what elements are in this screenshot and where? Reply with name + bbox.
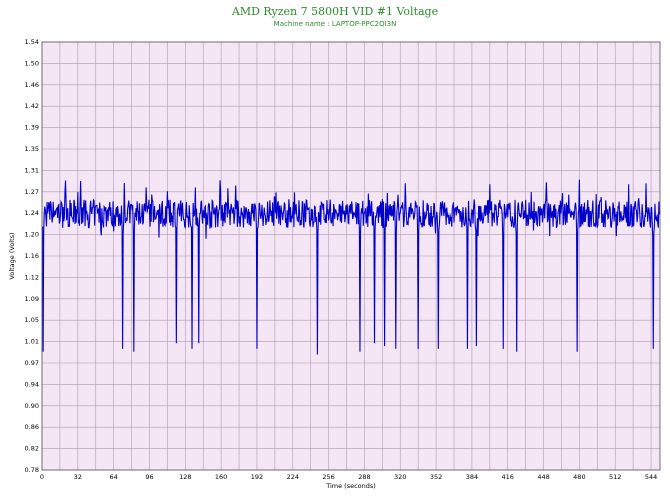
chart-subtitle: Machine name : LAPTOP-PPC2QI3N <box>273 20 397 28</box>
x-tick-label: 448 <box>537 473 549 481</box>
y-tick-label: 1.01 <box>25 338 39 346</box>
x-tick-label: 160 <box>215 473 227 481</box>
y-tick-label: 1.27 <box>25 188 39 196</box>
y-tick-label: 1.16 <box>25 252 39 260</box>
x-tick-label: 288 <box>358 473 370 481</box>
y-tick-label: 1.20 <box>25 231 39 239</box>
y-tick-label: 1.12 <box>25 273 39 281</box>
x-tick-label: 192 <box>251 473 263 481</box>
y-tick-label: 1.05 <box>25 316 39 324</box>
y-tick-label: 1.35 <box>25 145 39 153</box>
plot-border <box>41 41 661 471</box>
y-tick-label: 0.97 <box>25 359 39 367</box>
y-tick-label: 1.09 <box>25 295 39 303</box>
y-tick-label: 0.90 <box>25 402 39 410</box>
x-tick-label: 352 <box>430 473 442 481</box>
x-axis-label: Time (seconds) <box>325 482 376 490</box>
x-tick-label: 544 <box>645 473 657 481</box>
x-tick-label: 480 <box>573 473 585 481</box>
y-tick-label: 1.54 <box>25 38 39 46</box>
x-tick-label: 384 <box>466 473 478 481</box>
y-tick-label: 1.50 <box>25 59 39 67</box>
x-tick-label: 416 <box>502 473 514 481</box>
y-tick-label: 0.94 <box>25 380 39 388</box>
x-tick-label: 64 <box>110 473 118 481</box>
x-tick-label: 96 <box>145 473 153 481</box>
voltage-series-line <box>41 179 661 355</box>
x-tick-label: 0 <box>40 473 44 481</box>
x-tick-label: 224 <box>287 473 299 481</box>
x-tick-label: 32 <box>74 473 82 481</box>
x-axis-ticks: 0 32 64 96 128 160 192 224 256 288 320 352 384 416 448… <box>40 473 657 481</box>
y-tick-label: 1.31 <box>25 166 39 174</box>
y-tick-label: 1.46 <box>25 81 39 89</box>
x-tick-label: 256 <box>322 473 334 481</box>
y-tick-label: 0.86 <box>25 423 39 431</box>
y-tick-label: 1.39 <box>25 124 39 132</box>
y-axis-label: Voltage (Volts) <box>8 232 16 279</box>
x-tick-label: 128 <box>179 473 191 481</box>
x-tick-label: 320 <box>394 473 406 481</box>
y-tick-label: 1.42 <box>25 102 39 110</box>
y-tick-label: 0.82 <box>25 445 39 453</box>
y-axis-ticks: 0.78 0.82 0.86 0.90 0.94 0.97 1.01 1.05 1.09 1.12… <box>25 38 39 474</box>
y-tick-label: 1.24 <box>25 209 39 217</box>
x-tick-label: 512 <box>609 473 621 481</box>
chart-title: AMD Ryzen 7 5800H VID #1 Voltage <box>231 5 439 18</box>
y-tick-label: 0.78 <box>25 466 39 474</box>
